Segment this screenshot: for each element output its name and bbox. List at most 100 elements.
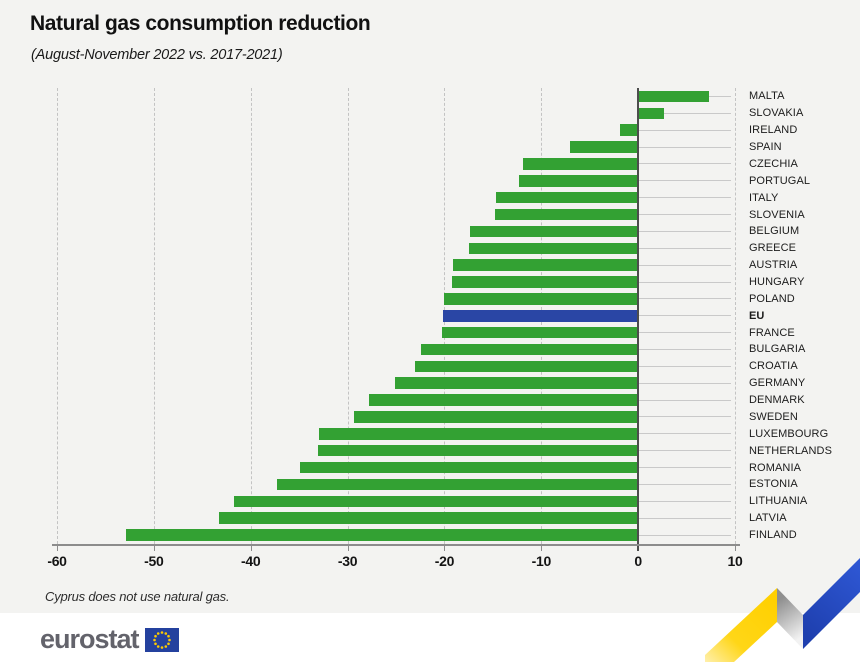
country-label: LUXEMBOURG bbox=[749, 427, 829, 440]
country-label: LATVIA bbox=[749, 512, 787, 525]
country-label: HUNGARY bbox=[749, 276, 805, 288]
chart-background-panel bbox=[0, 0, 860, 613]
x-tickmark bbox=[57, 543, 58, 551]
country-label: IRELAND bbox=[749, 124, 798, 137]
x-tickmark bbox=[347, 543, 349, 551]
bar-country bbox=[317, 444, 639, 457]
country-label: EU bbox=[749, 309, 765, 322]
bar-country bbox=[495, 191, 639, 204]
country-label: SWEDEN bbox=[749, 410, 798, 423]
row-leader-line bbox=[638, 534, 731, 536]
row-leader-line bbox=[638, 416, 731, 418]
country-label: SLOVENIA bbox=[749, 208, 805, 221]
bar-country bbox=[276, 478, 639, 491]
x-gridline bbox=[735, 88, 736, 544]
bar-country bbox=[468, 242, 639, 255]
row-leader-line bbox=[638, 197, 731, 199]
row-leader-line bbox=[638, 315, 731, 317]
bar-country bbox=[300, 461, 639, 474]
country-label: ROMANIA bbox=[749, 461, 802, 474]
country-label: ITALY bbox=[749, 191, 779, 204]
country-label: FINLAND bbox=[749, 529, 797, 542]
row-leader-line bbox=[638, 180, 731, 182]
x-gridline bbox=[57, 88, 58, 544]
country-label: GERMANY bbox=[749, 377, 806, 390]
country-label: LITHUANIA bbox=[749, 495, 808, 508]
country-label: BELGIUM bbox=[749, 225, 800, 238]
x-tick-label: -20 bbox=[434, 553, 455, 569]
row-leader-line bbox=[638, 298, 731, 300]
bar-country bbox=[638, 107, 665, 120]
bar-country bbox=[421, 343, 639, 356]
x-tick-label: -60 bbox=[47, 553, 67, 569]
x-tick-label: -30 bbox=[337, 553, 358, 569]
country-label: NETHERLANDS bbox=[749, 444, 833, 457]
bar-country bbox=[453, 259, 639, 271]
bar-country bbox=[441, 326, 639, 339]
trend-ribbon-icon bbox=[705, 558, 860, 662]
country-label: AUSTRIA bbox=[749, 259, 798, 272]
row-leader-line bbox=[638, 247, 731, 249]
bar-country bbox=[234, 495, 639, 508]
bar-country bbox=[125, 529, 639, 541]
bar-country bbox=[368, 394, 639, 406]
footnote-text: Cyprus does not use natural gas. bbox=[45, 589, 230, 604]
row-leader-line bbox=[638, 433, 731, 435]
x-tick-label: -40 bbox=[241, 553, 261, 569]
bar-country bbox=[469, 225, 639, 238]
bar-country bbox=[638, 90, 709, 103]
chart-subtitle: (August-November 2022 vs. 2017-2021) bbox=[31, 47, 283, 63]
page-title: Natural gas consumption reduction bbox=[30, 12, 371, 35]
x-tick-label: -50 bbox=[144, 553, 164, 569]
eurostat-logo: eurostat bbox=[40, 626, 179, 653]
country-label: SLOVAKIA bbox=[749, 107, 804, 120]
row-leader-line bbox=[638, 129, 731, 131]
x-tickmark bbox=[735, 543, 736, 551]
bar-country bbox=[519, 175, 639, 187]
x-gridline bbox=[347, 88, 349, 544]
zero-axis-line bbox=[637, 88, 640, 551]
x-axis-baseline bbox=[52, 543, 740, 546]
x-gridline bbox=[250, 88, 252, 544]
row-leader-line bbox=[638, 467, 731, 469]
bar-country bbox=[319, 428, 639, 440]
country-label: CROATIA bbox=[749, 360, 798, 373]
x-tickmark bbox=[250, 543, 252, 551]
country-label: ESTONIA bbox=[749, 478, 798, 491]
bar-country bbox=[395, 377, 639, 389]
country-label: POLAND bbox=[749, 292, 795, 305]
country-label: GREECE bbox=[749, 242, 797, 255]
x-tick-label: 0 bbox=[634, 553, 642, 569]
row-leader-line bbox=[638, 399, 731, 401]
row-leader-line bbox=[664, 112, 731, 114]
eurostat-logo-text: eurostat bbox=[40, 624, 140, 654]
bar-country bbox=[619, 124, 639, 136]
row-leader-line bbox=[638, 500, 731, 502]
row-leader-line bbox=[638, 163, 731, 165]
row-leader-line bbox=[638, 146, 731, 148]
bar-country bbox=[570, 141, 639, 153]
eu-flag-icon bbox=[144, 627, 179, 652]
row-leader-line bbox=[638, 450, 731, 452]
x-tickmark bbox=[541, 543, 543, 551]
row-leader-line bbox=[638, 332, 731, 334]
eu-flag-stars bbox=[152, 630, 171, 649]
row-leader-line bbox=[708, 95, 731, 97]
country-label: SPAIN bbox=[749, 141, 782, 154]
row-leader-line bbox=[638, 264, 731, 266]
bar-country bbox=[415, 360, 639, 373]
bar-country bbox=[452, 276, 639, 288]
row-leader-line bbox=[638, 214, 731, 216]
country-label: PORTUGAL bbox=[749, 174, 811, 187]
bar-country bbox=[218, 512, 639, 524]
row-leader-line bbox=[638, 281, 731, 283]
bar-country bbox=[354, 411, 639, 423]
bar-country bbox=[522, 158, 639, 170]
row-leader-line bbox=[638, 382, 731, 384]
row-leader-line bbox=[638, 230, 731, 232]
x-tickmark bbox=[153, 543, 155, 551]
row-leader-line bbox=[638, 365, 731, 367]
x-tickmark bbox=[444, 543, 446, 551]
